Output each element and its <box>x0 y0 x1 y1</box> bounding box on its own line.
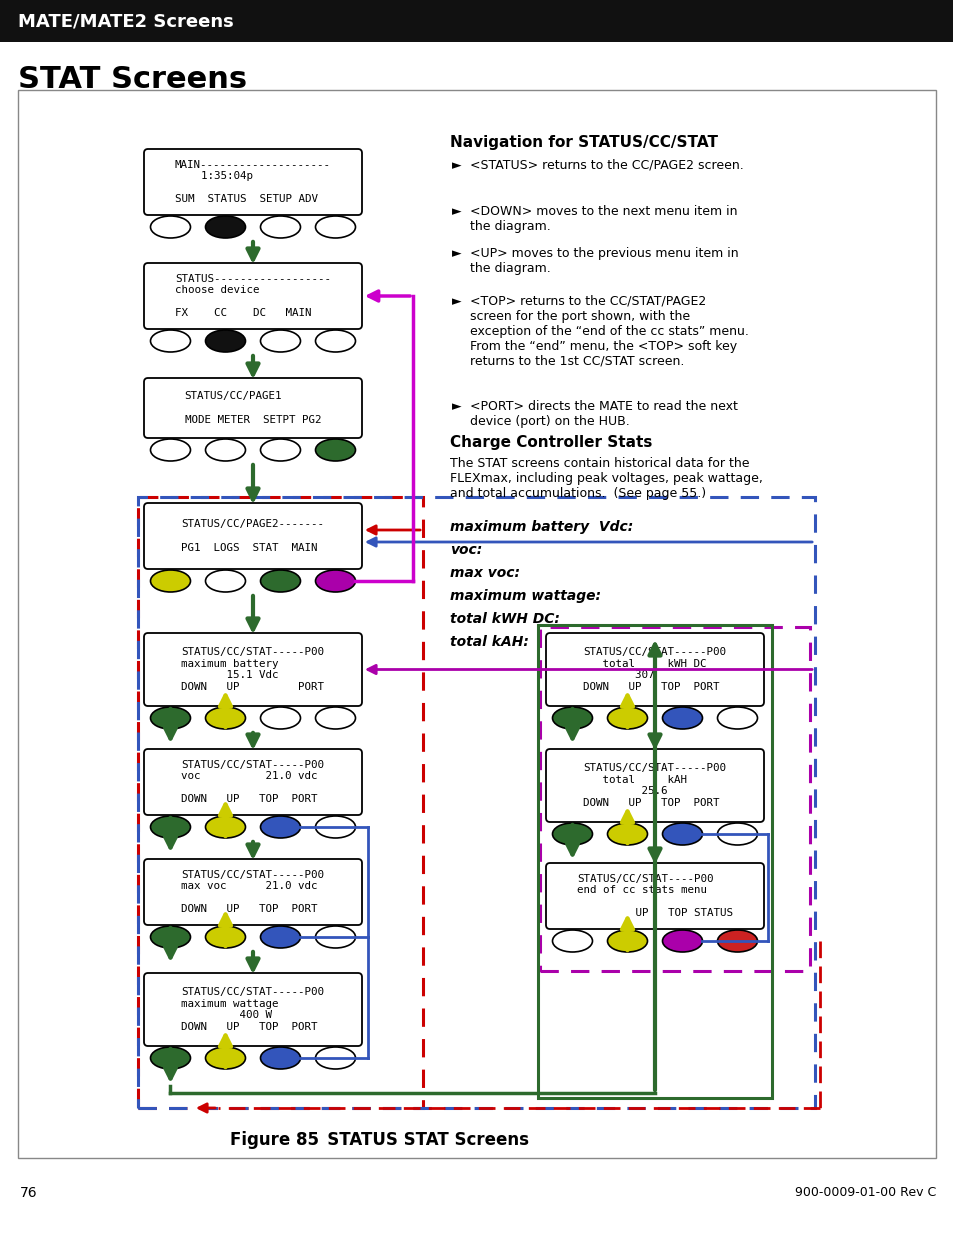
Ellipse shape <box>661 706 701 729</box>
Ellipse shape <box>607 706 647 729</box>
Ellipse shape <box>151 330 191 352</box>
Text: ►: ► <box>452 247 461 261</box>
FancyBboxPatch shape <box>545 634 763 706</box>
Ellipse shape <box>315 438 355 461</box>
Ellipse shape <box>260 438 300 461</box>
Ellipse shape <box>661 930 701 952</box>
Ellipse shape <box>315 706 355 729</box>
Text: STATUS/CC/STAT-----P00
   total     kWH DC
        307
DOWN   UP   TOP  PORT: STATUS/CC/STAT-----P00 total kWH DC 307 … <box>583 647 726 692</box>
Ellipse shape <box>260 1047 300 1070</box>
Ellipse shape <box>717 706 757 729</box>
Ellipse shape <box>607 823 647 845</box>
FancyBboxPatch shape <box>545 863 763 929</box>
Ellipse shape <box>151 438 191 461</box>
Text: STATUS/CC/PAGE2-------

PG1  LOGS  STAT  MAIN: STATUS/CC/PAGE2------- PG1 LOGS STAT MAI… <box>181 520 324 552</box>
Ellipse shape <box>260 216 300 238</box>
Text: STATUS/CC/STAT----P00
end of cc stats menu

         UP   TOP STATUS: STATUS/CC/STAT----P00 end of cc stats me… <box>577 873 732 919</box>
Text: total kAH:: total kAH: <box>450 635 528 650</box>
Bar <box>138 496 814 1108</box>
FancyBboxPatch shape <box>545 748 763 823</box>
FancyBboxPatch shape <box>144 503 361 569</box>
Text: ►: ► <box>452 205 461 219</box>
Ellipse shape <box>151 706 191 729</box>
Text: STATUS/CC/STAT-----P00
maximum battery
       15.1 Vdc
DOWN   UP         PORT: STATUS/CC/STAT-----P00 maximum battery 1… <box>181 647 324 692</box>
Ellipse shape <box>552 706 592 729</box>
Text: STATUS------------------
choose device

FX    CC    DC   MAIN: STATUS------------------ choose device F… <box>174 274 331 319</box>
Ellipse shape <box>717 823 757 845</box>
Ellipse shape <box>552 823 592 845</box>
Ellipse shape <box>151 816 191 839</box>
Text: ►: ► <box>452 400 461 412</box>
FancyBboxPatch shape <box>144 634 361 706</box>
Text: <TOP> returns to the CC/STAT/PAGE2
screen for the port shown, with the
exception: <TOP> returns to the CC/STAT/PAGE2 scree… <box>470 295 748 368</box>
FancyBboxPatch shape <box>144 263 361 329</box>
Ellipse shape <box>717 930 757 952</box>
Ellipse shape <box>315 216 355 238</box>
Text: <DOWN> moves to the next menu item in
the diagram.: <DOWN> moves to the next menu item in th… <box>470 205 737 233</box>
Ellipse shape <box>552 930 592 952</box>
Bar <box>18 90 935 1158</box>
Ellipse shape <box>315 816 355 839</box>
Text: ►: ► <box>452 295 461 308</box>
Text: STATUS STAT Screens: STATUS STAT Screens <box>310 1131 529 1149</box>
Ellipse shape <box>315 926 355 948</box>
Ellipse shape <box>607 930 647 952</box>
Bar <box>0 0 953 42</box>
Ellipse shape <box>661 823 701 845</box>
Ellipse shape <box>315 1047 355 1070</box>
Text: Navigation for STATUS/CC/STAT: Navigation for STATUS/CC/STAT <box>450 135 718 149</box>
Text: maximum wattage:: maximum wattage: <box>450 589 600 603</box>
Text: STATUS/CC/STAT-----P00
voc          21.0 vdc

DOWN   UP   TOP  PORT: STATUS/CC/STAT-----P00 voc 21.0 vdc DOWN… <box>181 760 324 804</box>
Ellipse shape <box>151 1047 191 1070</box>
Ellipse shape <box>315 330 355 352</box>
Text: 76: 76 <box>20 1186 37 1200</box>
Text: The STAT screens contain historical data for the
FLEXmax, including peak voltage: The STAT screens contain historical data… <box>450 457 762 500</box>
Text: Charge Controller Stats: Charge Controller Stats <box>450 435 652 450</box>
Ellipse shape <box>260 816 300 839</box>
Text: 900-0009-01-00 Rev C: 900-0009-01-00 Rev C <box>794 1187 935 1199</box>
FancyBboxPatch shape <box>144 973 361 1046</box>
Text: STATUS/CC/STAT-----P00
maximum wattage
         400 W
DOWN   UP   TOP  PORT: STATUS/CC/STAT-----P00 maximum wattage 4… <box>181 987 324 1032</box>
FancyBboxPatch shape <box>144 149 361 215</box>
Bar <box>138 496 422 1108</box>
Text: total kWH DC:: total kWH DC: <box>450 613 559 626</box>
Ellipse shape <box>205 1047 245 1070</box>
Ellipse shape <box>205 438 245 461</box>
Text: <UP> moves to the previous menu item in
the diagram.: <UP> moves to the previous menu item in … <box>470 247 738 275</box>
Text: maximum battery  Vdc:: maximum battery Vdc: <box>450 520 633 534</box>
Text: max voc:: max voc: <box>450 566 519 580</box>
Text: Figure 85: Figure 85 <box>230 1131 318 1149</box>
Text: MAIN--------------------
    1:35:04p

SUM  STATUS  SETUP ADV: MAIN-------------------- 1:35:04p SUM ST… <box>174 159 331 205</box>
Text: voc:: voc: <box>450 543 482 557</box>
Ellipse shape <box>260 571 300 592</box>
Text: MATE/MATE2 Screens: MATE/MATE2 Screens <box>18 12 233 30</box>
Ellipse shape <box>151 571 191 592</box>
Text: <STATUS> returns to the CC/PAGE2 screen.: <STATUS> returns to the CC/PAGE2 screen. <box>470 159 743 172</box>
Ellipse shape <box>151 926 191 948</box>
FancyBboxPatch shape <box>144 378 361 438</box>
Ellipse shape <box>205 706 245 729</box>
Ellipse shape <box>315 571 355 592</box>
Bar <box>537 625 771 1098</box>
Text: STATUS/CC/STAT-----P00
max voc      21.0 vdc

DOWN   UP   TOP  PORT: STATUS/CC/STAT-----P00 max voc 21.0 vdc … <box>181 869 324 914</box>
Text: ►: ► <box>452 159 461 172</box>
Ellipse shape <box>205 330 245 352</box>
Ellipse shape <box>205 816 245 839</box>
Text: <PORT> directs the MATE to read the next
device (port) on the HUB.: <PORT> directs the MATE to read the next… <box>470 400 737 429</box>
Ellipse shape <box>205 216 245 238</box>
Ellipse shape <box>260 926 300 948</box>
Text: STATUS/CC/PAGE1

MODE METER  SETPT PG2: STATUS/CC/PAGE1 MODE METER SETPT PG2 <box>185 391 321 425</box>
Ellipse shape <box>151 216 191 238</box>
Text: STAT Screens: STAT Screens <box>18 65 247 95</box>
FancyBboxPatch shape <box>144 748 361 815</box>
Ellipse shape <box>260 706 300 729</box>
Ellipse shape <box>205 571 245 592</box>
Ellipse shape <box>205 926 245 948</box>
Ellipse shape <box>260 330 300 352</box>
FancyBboxPatch shape <box>144 860 361 925</box>
Text: STATUS/CC/STAT-----P00
   total     kAH
         25.6
DOWN   UP   TOP  PORT: STATUS/CC/STAT-----P00 total kAH 25.6 DO… <box>583 763 726 808</box>
Bar <box>539 627 809 971</box>
